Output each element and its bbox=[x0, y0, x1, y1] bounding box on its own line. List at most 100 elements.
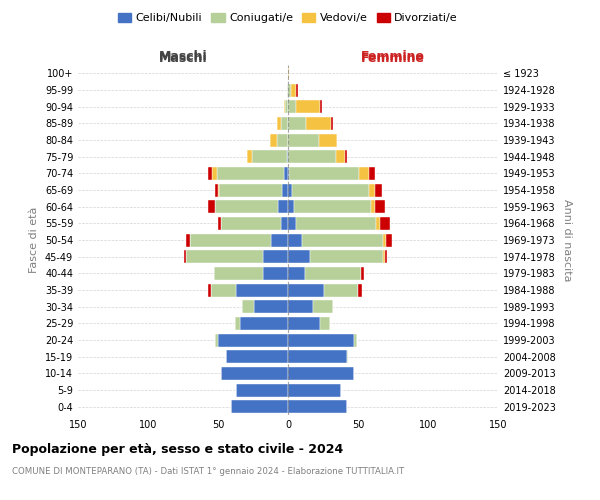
Bar bbox=[376, 217, 380, 230]
Bar bbox=[288, 150, 335, 163]
Bar bbox=[287, 150, 288, 163]
Bar bbox=[278, 200, 288, 213]
Bar bbox=[383, 250, 385, 263]
Bar bbox=[288, 300, 313, 313]
Bar bbox=[236, 384, 288, 396]
Bar bbox=[288, 134, 319, 146]
Bar bbox=[226, 350, 288, 363]
Bar bbox=[184, 250, 186, 263]
Bar bbox=[319, 134, 337, 146]
Bar bbox=[347, 350, 348, 363]
Bar bbox=[371, 200, 375, 213]
Bar bbox=[359, 167, 369, 180]
Bar bbox=[320, 317, 330, 330]
Y-axis label: Anni di nascita: Anni di nascita bbox=[562, 198, 572, 281]
Bar bbox=[270, 134, 277, 146]
Bar bbox=[281, 217, 288, 230]
Bar bbox=[325, 284, 358, 296]
Bar bbox=[242, 300, 254, 313]
Text: Femmine: Femmine bbox=[361, 50, 425, 62]
Bar bbox=[283, 184, 288, 196]
Bar bbox=[296, 100, 320, 113]
Bar bbox=[354, 334, 356, 346]
Bar bbox=[380, 217, 390, 230]
Bar bbox=[288, 234, 302, 246]
Bar bbox=[375, 200, 385, 213]
Bar bbox=[302, 234, 383, 246]
Bar bbox=[296, 84, 298, 96]
Bar bbox=[288, 250, 310, 263]
Text: Maschi: Maschi bbox=[158, 50, 208, 62]
Bar bbox=[284, 100, 285, 113]
Bar bbox=[221, 367, 288, 380]
Bar bbox=[236, 284, 288, 296]
Bar bbox=[385, 250, 388, 263]
Bar bbox=[293, 200, 371, 213]
Bar bbox=[220, 184, 283, 196]
Bar bbox=[369, 184, 375, 196]
Bar bbox=[285, 100, 288, 113]
Text: Femmine: Femmine bbox=[361, 52, 425, 65]
Bar bbox=[310, 250, 383, 263]
Bar bbox=[288, 167, 289, 180]
Bar bbox=[287, 84, 288, 96]
Bar bbox=[218, 184, 220, 196]
Bar bbox=[291, 84, 296, 96]
Bar bbox=[271, 234, 288, 246]
Text: Popolazione per età, sesso e stato civile - 2024: Popolazione per età, sesso e stato civil… bbox=[12, 442, 343, 456]
Bar bbox=[288, 350, 347, 363]
Bar bbox=[217, 167, 284, 180]
Bar bbox=[306, 117, 331, 130]
Bar bbox=[221, 217, 281, 230]
Bar bbox=[251, 150, 287, 163]
Bar bbox=[288, 84, 291, 96]
Bar bbox=[247, 150, 251, 163]
Bar bbox=[361, 267, 364, 280]
Bar bbox=[288, 100, 296, 113]
Bar bbox=[305, 267, 361, 280]
Bar bbox=[215, 334, 218, 346]
Bar bbox=[254, 300, 288, 313]
Bar bbox=[284, 167, 288, 180]
Bar bbox=[277, 117, 281, 130]
Bar bbox=[369, 167, 375, 180]
Bar bbox=[281, 117, 288, 130]
Bar bbox=[292, 184, 369, 196]
Bar bbox=[375, 184, 382, 196]
Bar bbox=[218, 334, 288, 346]
Bar bbox=[215, 184, 218, 196]
Bar bbox=[358, 284, 362, 296]
Bar bbox=[230, 400, 288, 413]
Bar bbox=[288, 367, 354, 380]
Bar bbox=[215, 200, 278, 213]
Bar bbox=[386, 234, 392, 246]
Bar bbox=[288, 384, 341, 396]
Bar bbox=[218, 217, 221, 230]
Bar bbox=[241, 317, 288, 330]
Bar bbox=[211, 284, 236, 296]
Bar bbox=[186, 234, 190, 246]
Bar bbox=[190, 234, 271, 246]
Bar bbox=[214, 267, 263, 280]
Bar bbox=[288, 334, 354, 346]
Bar bbox=[288, 184, 292, 196]
Bar bbox=[208, 167, 212, 180]
Bar bbox=[288, 267, 305, 280]
Bar bbox=[288, 200, 293, 213]
Bar bbox=[383, 234, 386, 246]
Text: Maschi: Maschi bbox=[158, 52, 208, 65]
Bar bbox=[288, 117, 306, 130]
Bar bbox=[212, 167, 217, 180]
Bar bbox=[288, 67, 289, 80]
Bar bbox=[263, 250, 288, 263]
Legend: Celibi/Nubili, Coniugati/e, Vedovi/e, Divorziati/e: Celibi/Nubili, Coniugati/e, Vedovi/e, Di… bbox=[113, 8, 463, 28]
Bar bbox=[186, 250, 263, 263]
Bar bbox=[235, 317, 241, 330]
Bar bbox=[277, 134, 288, 146]
Bar bbox=[320, 100, 322, 113]
Bar bbox=[288, 400, 347, 413]
Bar bbox=[346, 150, 347, 163]
Bar bbox=[208, 284, 211, 296]
Bar bbox=[289, 167, 359, 180]
Text: COMUNE DI MONTEPARANO (TA) - Dati ISTAT 1° gennaio 2024 - Elaborazione TUTTITALI: COMUNE DI MONTEPARANO (TA) - Dati ISTAT … bbox=[12, 468, 404, 476]
